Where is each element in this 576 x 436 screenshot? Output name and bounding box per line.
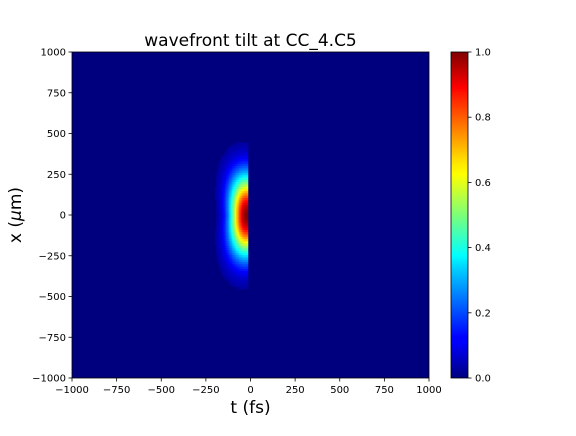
x-tick-label: −1000 — [55, 385, 89, 396]
x-tick-label: 0 — [247, 385, 253, 396]
x-axis-label: t (fs) — [230, 398, 270, 418]
x-tick-label: −250 — [192, 385, 219, 396]
x-tick-label: 1000 — [416, 385, 441, 396]
y-tick-label: −500 — [39, 292, 66, 303]
y-tick-label: −1000 — [32, 374, 66, 385]
y-axis-label: x (μm) — [6, 187, 26, 243]
x-tick-label: −750 — [103, 385, 130, 396]
chart-title: wavefront tilt at CC_4.C5 — [144, 31, 357, 51]
y-tick-label: 0 — [60, 211, 66, 222]
heatmap-cell — [246, 143, 248, 146]
colorbar-tick-label: 0.0 — [475, 374, 491, 385]
y-tick-label: −250 — [39, 251, 66, 262]
colorbar-ticks: 0.0 0.2 0.4 0.6 0.8 1.0 — [468, 48, 491, 385]
heatmap-cells — [215, 143, 248, 290]
y-axis-label-unit: m) — [6, 187, 26, 210]
plot-background — [72, 52, 429, 378]
y-tick-label: 500 — [47, 129, 66, 140]
x-tick-label: 750 — [375, 385, 394, 396]
colorbar-tick-label: 0.2 — [475, 308, 491, 319]
colorbar-tick-label: 0.8 — [475, 113, 491, 124]
y-axis-label-main: x ( — [6, 221, 26, 243]
colorbar-tick-label: 0.4 — [475, 243, 491, 254]
y-axis-ticks: −1000 −750 −500 −250 0 250 500 750 1000 — [32, 48, 72, 385]
x-tick-label: 500 — [330, 385, 349, 396]
y-tick-label: 750 — [47, 88, 66, 99]
x-axis-ticks: −1000 −750 −500 −250 0 250 500 750 1000 — [55, 378, 442, 396]
y-tick-label: 250 — [47, 170, 66, 181]
x-tick-label: −500 — [148, 385, 175, 396]
x-tick-label: 250 — [286, 385, 305, 396]
y-tick-label: −750 — [39, 333, 66, 344]
colorbar-tick-label: 0.6 — [475, 178, 491, 189]
colorbar-tick-label: 1.0 — [475, 48, 491, 59]
y-axis-label-mu: μ — [6, 210, 26, 222]
y-tick-label: 1000 — [41, 48, 66, 59]
colorbar — [451, 52, 468, 378]
